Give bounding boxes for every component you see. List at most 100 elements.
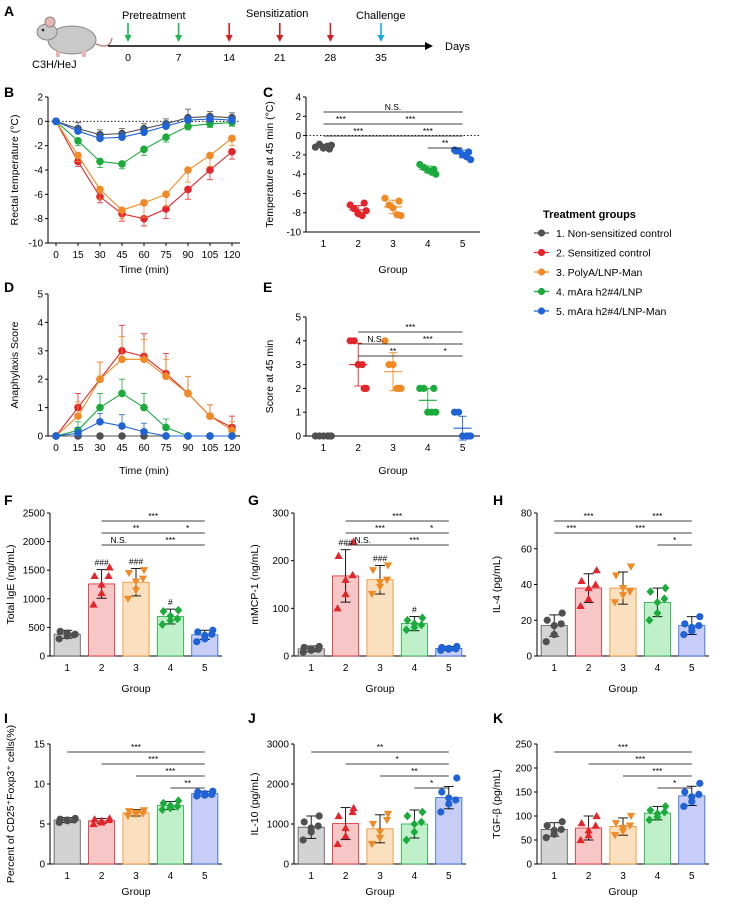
data-point [681, 620, 689, 628]
data-point [228, 426, 236, 435]
data-point [118, 355, 126, 364]
data-point [550, 826, 558, 835]
group-1 [311, 140, 335, 153]
x-axis-label: Group [365, 886, 394, 898]
x-axis-label: Group [608, 886, 637, 898]
data-point [695, 790, 703, 799]
significance-label: *** [652, 766, 663, 776]
significance-label: *** [148, 511, 159, 521]
data-point [118, 422, 126, 430]
group-3 [381, 194, 405, 220]
timeline-panel: A C3H/HeJ Days Pretreatment Sensitizatio… [4, 3, 471, 71]
x-tick-label: 105 [202, 250, 219, 261]
significance-label: *** [131, 742, 142, 752]
data-point [445, 644, 453, 652]
data-point [325, 145, 333, 153]
data-point [96, 134, 104, 143]
data-point [465, 432, 473, 440]
x-tick-label: 4 [168, 663, 174, 674]
data-point [452, 645, 460, 653]
timeline-arrowhead [425, 42, 433, 50]
x-tick-label: 3 [620, 871, 626, 882]
x-tick-label: 30 [94, 250, 106, 261]
y-tick-label: 60 [521, 544, 533, 555]
data-point [300, 818, 308, 826]
x-axis-label: Group [378, 264, 407, 276]
data-point [228, 147, 236, 156]
sensitization-arrow-head-21 [276, 35, 284, 42]
timeline-tick-14: 14 [223, 52, 235, 64]
bar-group-1 [297, 642, 325, 657]
data-point [173, 802, 182, 811]
data-point [375, 834, 385, 843]
data-point [577, 576, 586, 585]
significance-label: *** [423, 126, 434, 136]
data-point [592, 811, 601, 820]
significance-vs-control: ### [95, 558, 109, 568]
x-tick-label: 2 [99, 663, 105, 674]
x-tick-label: 4 [412, 663, 418, 674]
y-axis-label: TGF-β (pg/mL) [491, 769, 503, 839]
data-point [618, 592, 628, 600]
y-tick-label: 50 [521, 836, 533, 847]
data-point [90, 571, 99, 580]
x-tick-label: 5 [689, 663, 695, 674]
x-axis-label: Group [365, 683, 394, 695]
data-point [208, 630, 216, 638]
x-tick-label: 1 [64, 871, 70, 882]
data-point [131, 587, 141, 595]
group-4 [416, 160, 440, 178]
data-point [348, 570, 357, 579]
data-point [382, 816, 392, 825]
x-tick-label: 4 [425, 443, 431, 454]
x-tick-label: 60 [138, 250, 150, 261]
data-point [688, 793, 696, 801]
data-point [584, 594, 593, 602]
significance-label: N.S. [385, 102, 402, 112]
x-tick-label: 75 [160, 250, 172, 261]
y-tick-label: 5 [39, 820, 45, 831]
data-point [131, 578, 141, 586]
data-point [104, 815, 113, 824]
data-point [610, 599, 620, 607]
bar-group-4: # [156, 597, 184, 657]
data-point [584, 583, 593, 592]
x-axis-label: Group [378, 465, 407, 477]
panel-letter-e: E [263, 279, 272, 295]
y-tick-label: 2 [295, 384, 301, 395]
x-tick-label: 2 [99, 871, 105, 882]
data-point [184, 116, 192, 124]
x-tick-label: 5 [446, 663, 452, 674]
y-tick-label: 5 [37, 290, 43, 301]
bar-group-5 [435, 642, 463, 657]
data-point [358, 361, 366, 369]
data-point [577, 819, 586, 827]
x-axis-label: Group [121, 886, 150, 898]
x-tick-label: 4 [412, 871, 418, 882]
series-3 [52, 336, 236, 440]
x-tick-label: 5 [460, 443, 466, 454]
data-point [397, 212, 405, 220]
data-point [307, 824, 315, 832]
data-point [333, 604, 342, 612]
y-axis-label: IL-10 (pg/mL) [249, 772, 261, 835]
data-point [680, 802, 688, 811]
y-tick-label: 300 [272, 509, 289, 520]
data-point [173, 614, 182, 624]
bar-group-3 [122, 807, 150, 865]
significance-label: *** [353, 126, 364, 136]
data-point [74, 151, 82, 160]
y-tick-label: 100 [272, 604, 289, 615]
y-axis-label: IL-4 (pg/mL) [491, 556, 503, 613]
data-point [688, 623, 696, 632]
data-point [681, 788, 689, 796]
y-tick-label: 0 [295, 131, 301, 142]
data-point [680, 630, 688, 639]
data-point [418, 613, 427, 623]
data-point [74, 429, 82, 437]
x-axis-label: Time (min) [119, 465, 169, 477]
significance-label: *** [375, 523, 386, 533]
data-point [348, 807, 357, 816]
data-point [350, 337, 358, 345]
significance-label: *** [652, 511, 663, 521]
